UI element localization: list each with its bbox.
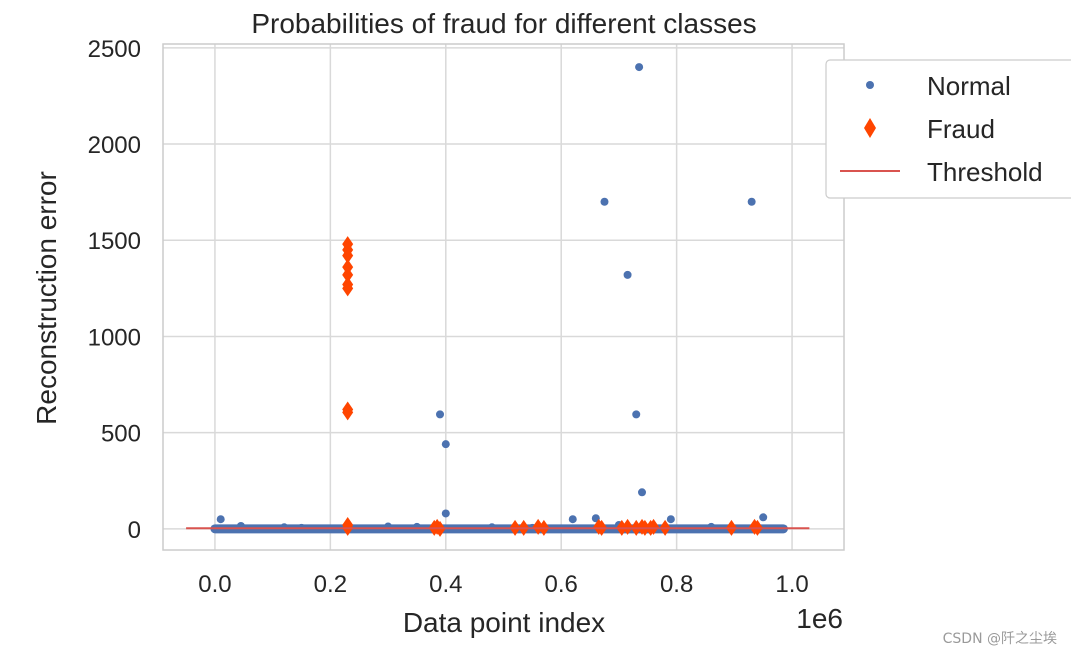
fraud-point xyxy=(342,280,354,297)
x-axis-offset-text: 1e6 xyxy=(796,603,843,634)
x-tick-label: 1.0 xyxy=(775,571,808,598)
x-axis-label: Data point index xyxy=(403,607,605,638)
legend-label-normal: Normal xyxy=(927,71,1011,101)
legend-box xyxy=(825,59,1071,199)
normal-point xyxy=(436,410,445,419)
normal-point xyxy=(384,522,393,531)
x-tick-label: 0.6 xyxy=(545,571,578,598)
y-tick-label: 2000 xyxy=(88,132,141,159)
x-tick-label: 0.4 xyxy=(429,571,462,598)
fraud-point xyxy=(342,266,354,283)
legend-label-threshold: Threshold xyxy=(927,157,1043,187)
data-layer xyxy=(186,63,810,537)
grid xyxy=(163,44,844,550)
legend-marker-fraud xyxy=(864,118,876,138)
y-tick-label: 0 xyxy=(128,517,141,544)
normal-point xyxy=(638,488,647,497)
chart-title: Probabilities of fraud for different cla… xyxy=(251,8,756,39)
normal-point xyxy=(759,513,768,522)
legend-label-fraud: Fraud xyxy=(927,114,995,144)
normal-point xyxy=(568,515,577,524)
fraud-point xyxy=(648,518,660,535)
y-tick-label: 2500 xyxy=(88,36,141,63)
normal-point xyxy=(747,197,756,206)
legend: Normal Fraud Threshold xyxy=(825,59,1071,199)
x-tick-label: 0.0 xyxy=(198,571,231,598)
plot-area-frame xyxy=(162,43,845,551)
normal-point xyxy=(412,522,421,531)
normal-point xyxy=(600,197,609,206)
fraud-point xyxy=(342,247,354,264)
normal-point xyxy=(707,522,716,531)
x-axis-ticks: 0.0 0.2 0.4 0.6 0.8 1.0 xyxy=(198,571,808,598)
x-tick-label: 0.2 xyxy=(314,571,347,598)
fraud-point xyxy=(342,404,354,421)
watermark: CSDN @阡之尘埃 xyxy=(942,631,1057,647)
normal-point xyxy=(623,270,632,279)
normal-point xyxy=(216,515,225,524)
y-tick-label: 500 xyxy=(101,421,141,448)
normal-point xyxy=(666,515,675,524)
normal-point xyxy=(441,509,450,518)
normal-point xyxy=(635,63,644,72)
y-tick-label: 1000 xyxy=(88,324,141,351)
y-axis-label: Reconstruction error xyxy=(31,171,62,425)
x-tick-label: 0.8 xyxy=(660,571,693,598)
y-tick-label: 1500 xyxy=(88,228,141,255)
fraud-point xyxy=(622,518,634,535)
legend-marker-normal xyxy=(866,81,874,89)
normal-point xyxy=(632,410,641,419)
y-axis-ticks: 0 500 1000 1500 2000 2500 xyxy=(88,36,141,544)
normal-point xyxy=(441,440,450,449)
